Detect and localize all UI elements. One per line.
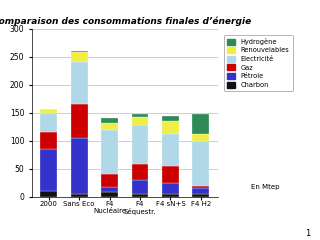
Bar (101, 192, 118, 197)
Bar (71, 104, 88, 138)
Bar (40, 132, 57, 149)
Bar (71, 138, 88, 194)
Bar (132, 114, 148, 117)
Bar (162, 116, 179, 121)
Bar (101, 118, 118, 123)
Bar (40, 191, 57, 197)
Bar (40, 109, 57, 113)
Bar (101, 123, 118, 130)
Bar (71, 62, 88, 104)
Text: 1: 1 (305, 228, 310, 238)
Bar (40, 149, 57, 191)
Bar (162, 121, 179, 133)
Bar (192, 194, 209, 197)
Bar (192, 114, 209, 134)
Bar (162, 166, 179, 183)
Bar (132, 180, 148, 194)
Bar (71, 51, 88, 52)
Bar (132, 194, 148, 197)
Bar (192, 141, 209, 186)
Bar (132, 164, 148, 180)
Bar (40, 113, 57, 132)
Text: En Mtep: En Mtep (251, 184, 280, 190)
Bar (101, 174, 118, 187)
Bar (192, 186, 209, 188)
Legend: Hydrogène, Renouvelables, Electricité, Gaz, Pétrole, Charbon: Hydrogène, Renouvelables, Electricité, G… (224, 35, 293, 91)
Bar (71, 52, 88, 62)
Bar (162, 183, 179, 194)
Bar (101, 187, 118, 192)
Bar (101, 130, 118, 174)
Bar (162, 194, 179, 197)
Bar (192, 134, 209, 141)
Bar (192, 188, 209, 194)
Bar (71, 194, 88, 197)
Bar (132, 125, 148, 164)
Bar (162, 133, 179, 166)
Bar (132, 117, 148, 125)
Text: Comparaison des consommations finales d’énergie: Comparaison des consommations finales d’… (0, 17, 251, 26)
